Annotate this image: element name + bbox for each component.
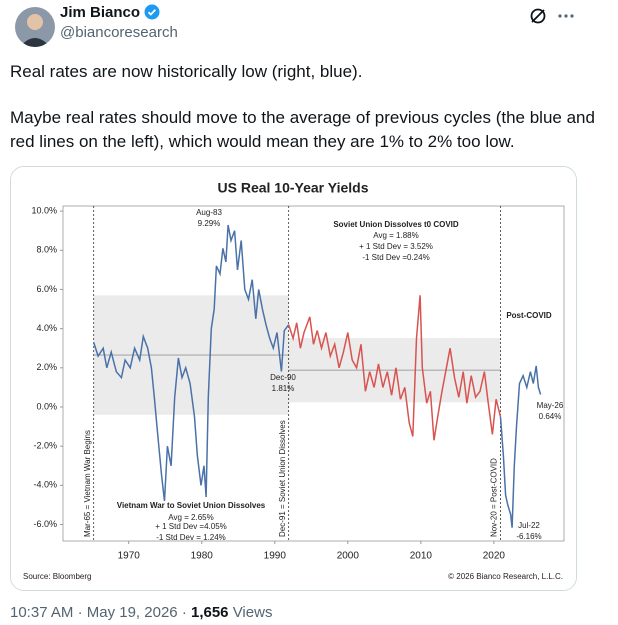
annotation: 0.64%	[539, 412, 562, 421]
y-tick-label: 0.0%	[36, 401, 57, 411]
series-line	[92, 224, 290, 502]
chart-title: US Real 10-Year Yields	[218, 180, 369, 196]
event-label: Nov-20 = Post-COVID	[490, 458, 499, 537]
source: Source: Bloomberg	[23, 572, 91, 581]
annotation: -6.16%	[516, 532, 541, 541]
verified-badge	[144, 4, 160, 20]
time[interactable]: 10:37 AM	[10, 604, 74, 621]
y-tick-label: -2.0%	[33, 441, 57, 451]
annotation: Post-COVID	[506, 311, 552, 320]
plot-frame	[62, 205, 565, 542]
annotation: Avg = 2.65%	[168, 513, 213, 522]
copyright: © 2026 Bianco Research, L.L.C.	[448, 572, 563, 581]
paragraph: Maybe real rates should move to the aver…	[10, 108, 595, 151]
x-tick-label: 2000	[337, 551, 360, 562]
series-line	[287, 295, 502, 441]
avatar[interactable]	[14, 6, 56, 48]
separator: ·	[77, 604, 83, 621]
annotation: Vietnam War to Soviet Union Dissolves	[117, 501, 266, 510]
grok-icon[interactable]	[528, 6, 548, 26]
date[interactable]: May 19, 2026	[86, 604, 178, 621]
x-tick-label: 1990	[264, 551, 287, 562]
annotation: May-26	[537, 401, 564, 410]
y-tick-label: -4.0%	[33, 480, 57, 490]
paragraph: Real rates are now historically low (rig…	[10, 62, 363, 81]
separator: ·	[181, 604, 187, 621]
annotation: + 1 Std Dev = 3.52%	[359, 242, 433, 251]
x-tick-label: 1970	[118, 551, 141, 562]
annotation: Avg = 1.88%	[373, 231, 418, 240]
media-card[interactable]: US Real 10-Year Yields Source: Bloomberg…	[10, 166, 577, 591]
annotation: 9.29%	[198, 219, 221, 228]
annotation: Aug-83	[196, 208, 222, 217]
annotation: 1.81%	[272, 384, 295, 393]
author-handle[interactable]: @biancoresearch	[60, 24, 178, 41]
y-tick-label: -6.0%	[33, 519, 57, 529]
annotation: -1 Std Dev =0.24%	[362, 253, 429, 262]
more-menu[interactable]	[556, 6, 576, 26]
annotation: Jul-22	[518, 521, 540, 530]
view-count: 1,656	[190, 604, 229, 621]
views-label: Views	[232, 604, 273, 621]
annotation: -1 Std Dev = 1.24%	[156, 533, 226, 542]
y-tick-label: 2.0%	[36, 362, 57, 372]
chart: US Real 10-Year Yields Source: Bloomberg…	[11, 167, 576, 590]
name-text[interactable]: Jim Bianco	[60, 4, 141, 21]
y-tick-label: 6.0%	[36, 284, 57, 294]
annotation: Dec-90	[270, 373, 296, 382]
event-label: Mar-65 = Vietnam War Begins	[83, 430, 92, 537]
event-label: Dec-91 = Soviet Union Dissolves	[278, 420, 287, 537]
x-tick-label: 2020	[483, 551, 506, 562]
x-tick-label: 2010	[410, 551, 433, 562]
x-tick-label: 1980	[191, 551, 214, 562]
y-tick-label: 8.0%	[36, 245, 57, 255]
annotation: Soviet Union Dissolves t0 COVID	[333, 220, 459, 229]
y-tick-label: 10.0%	[31, 205, 57, 215]
series-line	[499, 365, 542, 528]
y-tick-label: 4.0%	[36, 323, 57, 333]
tweet-text: Real rates are now historically low (rig…	[10, 60, 600, 176]
tweet-meta: 10:37 AM · May 19, 2026 · 1,656 Views	[10, 604, 272, 621]
annotation: + 1 Std Dev =4.05%	[155, 522, 227, 531]
author-name[interactable]: Jim Bianco	[60, 4, 160, 21]
